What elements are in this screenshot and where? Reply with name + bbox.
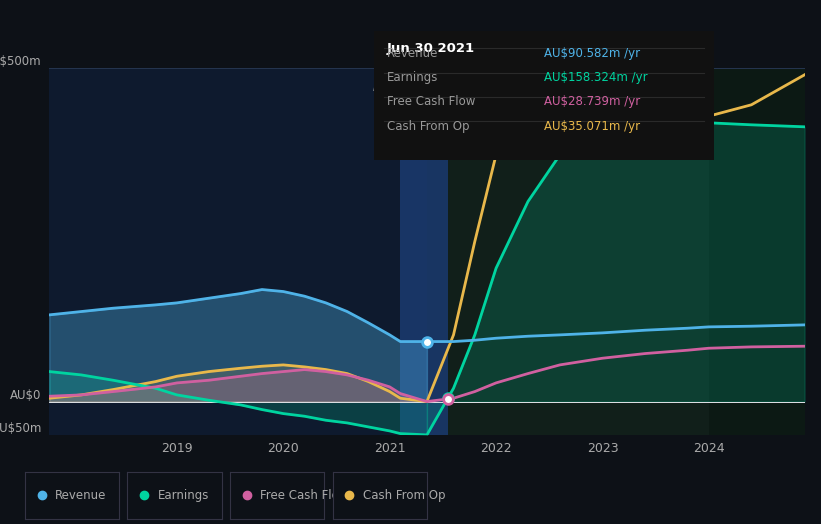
Text: AU$158.324m /yr: AU$158.324m /yr — [544, 71, 648, 84]
Text: AU$35.071m /yr: AU$35.071m /yr — [544, 120, 640, 133]
Text: Earnings: Earnings — [388, 71, 438, 84]
Text: Cash From Op: Cash From Op — [388, 120, 470, 133]
Text: AU$500m: AU$500m — [0, 55, 42, 68]
Text: Revenue: Revenue — [388, 47, 438, 60]
Bar — [427, 68, 805, 435]
Text: AU$28.739m /yr: AU$28.739m /yr — [544, 95, 640, 108]
Text: AU$90.582m /yr: AU$90.582m /yr — [544, 47, 640, 60]
Bar — [401, 68, 448, 435]
Text: Earnings: Earnings — [158, 489, 209, 501]
Text: Free Cash Flow: Free Cash Flow — [260, 489, 348, 501]
Text: Revenue: Revenue — [55, 489, 106, 501]
Text: AU$0: AU$0 — [11, 389, 42, 401]
Text: Past: Past — [373, 81, 398, 94]
Text: Cash From Op: Cash From Op — [363, 489, 445, 501]
Text: Jun 30 2021: Jun 30 2021 — [388, 42, 475, 54]
Text: -AU$50m: -AU$50m — [0, 422, 42, 435]
Text: Free Cash Flow: Free Cash Flow — [388, 95, 475, 108]
Bar — [709, 68, 805, 435]
Text: Analysts Forecasts: Analysts Forecasts — [453, 81, 563, 94]
